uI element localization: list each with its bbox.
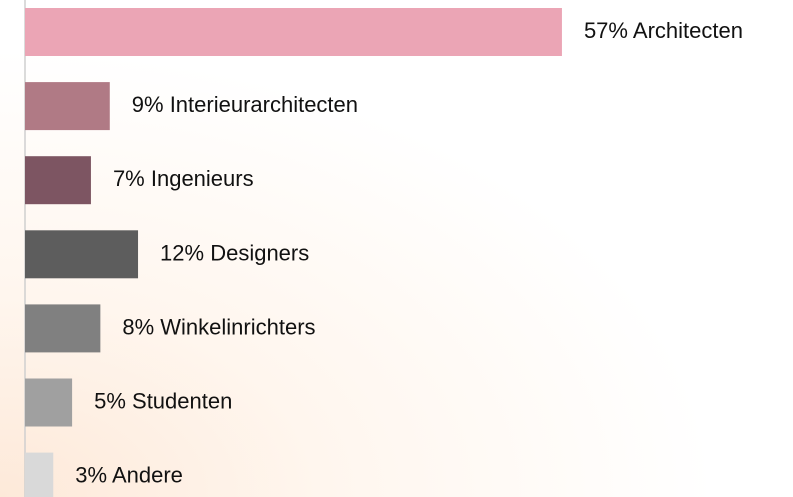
- category-label: Winkelinrichters: [160, 314, 315, 339]
- category-label: Architecten: [633, 18, 743, 43]
- bar-label: 3% Andere: [75, 462, 183, 487]
- value-label: 9%: [132, 92, 164, 117]
- bar: [25, 378, 73, 427]
- category-label: Andere: [112, 462, 183, 487]
- bar: [25, 156, 91, 205]
- bar: [25, 8, 562, 56]
- bar-label: 9% Interieurarchitecten: [132, 92, 358, 117]
- bar: [25, 230, 139, 279]
- value-label: 57%: [584, 18, 628, 43]
- value-label: 8%: [122, 314, 154, 339]
- bar: [25, 82, 110, 131]
- category-label: Ingenieurs: [151, 166, 254, 191]
- value-label: 12%: [160, 240, 204, 265]
- category-label: Studenten: [132, 388, 232, 413]
- bar: [25, 304, 101, 353]
- bar-label: 7% Ingenieurs: [113, 166, 254, 191]
- category-label: Interieurarchitecten: [170, 92, 358, 117]
- value-label: 3%: [75, 462, 107, 487]
- value-label: 7%: [113, 166, 145, 191]
- bar-label: 12% Designers: [160, 240, 309, 265]
- value-label: 5%: [94, 388, 126, 413]
- bar: [25, 452, 54, 497]
- bar-label: 5% Studenten: [94, 388, 232, 413]
- bar-label: 57% Architecten: [584, 18, 743, 43]
- bar-label: 8% Winkelinrichters: [122, 314, 315, 339]
- category-label: Designers: [210, 240, 309, 265]
